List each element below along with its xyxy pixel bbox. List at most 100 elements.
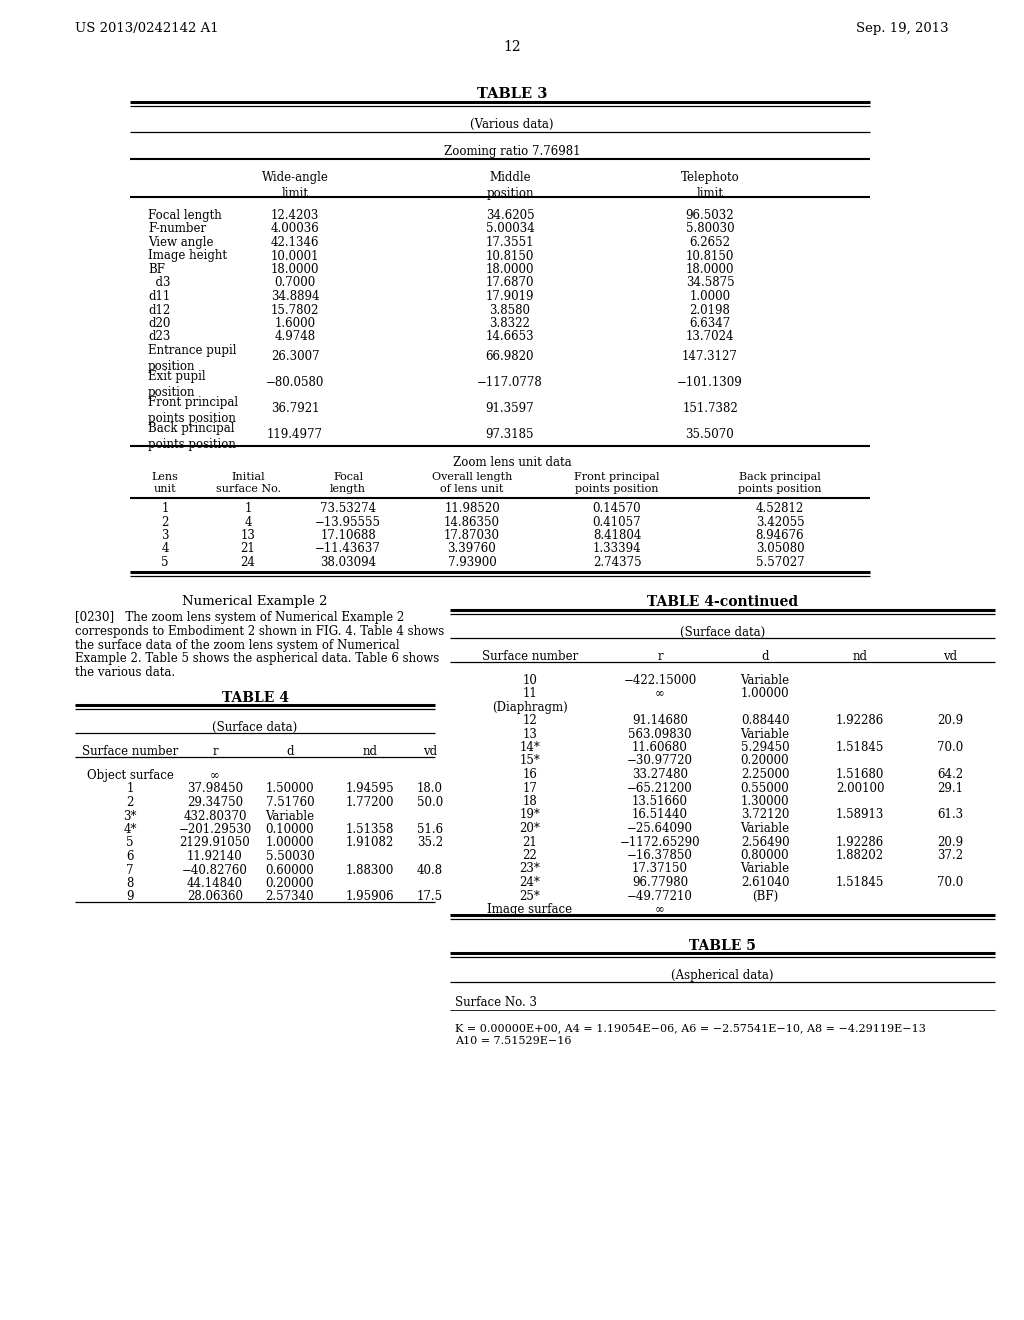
- Text: 2.25000: 2.25000: [740, 768, 790, 781]
- Text: 17.87030: 17.87030: [444, 529, 500, 543]
- Text: the various data.: the various data.: [75, 665, 175, 678]
- Text: 15.7802: 15.7802: [270, 304, 319, 317]
- Text: 3.8322: 3.8322: [489, 317, 530, 330]
- Text: 8.94676: 8.94676: [756, 529, 804, 543]
- Text: Back principal
points position: Back principal points position: [148, 422, 236, 451]
- Text: 21: 21: [241, 543, 255, 556]
- Text: Lens
unit: Lens unit: [152, 473, 178, 495]
- Text: 1.51845: 1.51845: [836, 876, 884, 888]
- Text: TABLE 4: TABLE 4: [221, 690, 289, 705]
- Text: 96.5032: 96.5032: [686, 209, 734, 222]
- Text: 2.74375: 2.74375: [593, 556, 641, 569]
- Text: −49.77210: −49.77210: [627, 890, 693, 903]
- Text: 1: 1: [162, 502, 169, 515]
- Text: 22: 22: [522, 849, 538, 862]
- Text: −16.37850: −16.37850: [627, 849, 693, 862]
- Text: 3*: 3*: [123, 809, 137, 822]
- Text: vd: vd: [423, 744, 437, 758]
- Text: −422.15000: −422.15000: [624, 673, 696, 686]
- Text: 24: 24: [241, 556, 255, 569]
- Text: 0.10000: 0.10000: [265, 822, 314, 836]
- Text: Surface No. 3: Surface No. 3: [455, 995, 537, 1008]
- Text: 42.1346: 42.1346: [270, 236, 319, 249]
- Text: 35.2: 35.2: [417, 837, 443, 850]
- Text: nd: nd: [853, 649, 867, 663]
- Text: 26.3007: 26.3007: [270, 350, 319, 363]
- Text: 1.92286: 1.92286: [836, 714, 884, 727]
- Text: 0.20000: 0.20000: [265, 876, 314, 890]
- Text: 2: 2: [162, 516, 169, 528]
- Text: 0.60000: 0.60000: [265, 863, 314, 876]
- Text: Surface number: Surface number: [482, 649, 579, 663]
- Text: Wide-angle
limit: Wide-angle limit: [261, 172, 329, 201]
- Text: 28.06360: 28.06360: [187, 891, 243, 903]
- Text: 34.8894: 34.8894: [270, 290, 319, 304]
- Text: Zoom lens unit data: Zoom lens unit data: [453, 455, 571, 469]
- Text: 1.6000: 1.6000: [274, 317, 315, 330]
- Text: 147.3127: 147.3127: [682, 350, 738, 363]
- Text: 16.51440: 16.51440: [632, 808, 688, 821]
- Text: corresponds to Embodiment 2 shown in FIG. 4. Table 4 shows: corresponds to Embodiment 2 shown in FIG…: [75, 624, 444, 638]
- Text: 38.03094: 38.03094: [319, 556, 376, 569]
- Text: TABLE 3: TABLE 3: [477, 87, 547, 102]
- Text: −11.43637: −11.43637: [315, 543, 381, 556]
- Text: Entrance pupil
position: Entrance pupil position: [148, 345, 237, 374]
- Text: 66.9820: 66.9820: [485, 350, 535, 363]
- Text: ∞: ∞: [210, 770, 220, 781]
- Text: 51.6: 51.6: [417, 822, 443, 836]
- Text: 7: 7: [126, 863, 134, 876]
- Text: 13.7024: 13.7024: [686, 330, 734, 343]
- Text: 12: 12: [503, 40, 521, 54]
- Text: 17.3551: 17.3551: [485, 236, 535, 249]
- Text: r: r: [657, 649, 663, 663]
- Text: nd: nd: [362, 744, 378, 758]
- Text: 13: 13: [522, 727, 538, 741]
- Text: 36.7921: 36.7921: [270, 403, 319, 414]
- Text: Variable: Variable: [740, 822, 790, 836]
- Text: Image height: Image height: [148, 249, 227, 263]
- Text: 29.1: 29.1: [937, 781, 963, 795]
- Text: 11.60680: 11.60680: [632, 741, 688, 754]
- Text: 1.51845: 1.51845: [836, 741, 884, 754]
- Text: 20*: 20*: [519, 822, 541, 836]
- Text: 73.53274: 73.53274: [319, 502, 376, 515]
- Text: 20.9: 20.9: [937, 836, 963, 849]
- Text: (Surface data): (Surface data): [212, 721, 298, 734]
- Text: 151.7382: 151.7382: [682, 403, 738, 414]
- Text: 35.5070: 35.5070: [686, 428, 734, 441]
- Text: 18.0000: 18.0000: [686, 263, 734, 276]
- Text: 40.8: 40.8: [417, 863, 443, 876]
- Text: Sep. 19, 2013: Sep. 19, 2013: [856, 22, 949, 36]
- Text: Exit pupil
position: Exit pupil position: [148, 370, 206, 399]
- Text: 1.00000: 1.00000: [740, 686, 790, 700]
- Text: 1.00000: 1.00000: [265, 837, 314, 850]
- Text: 14.86350: 14.86350: [444, 516, 500, 528]
- Text: 4.52812: 4.52812: [756, 502, 804, 515]
- Text: (BF): (BF): [752, 890, 778, 903]
- Text: 61.3: 61.3: [937, 808, 963, 821]
- Text: 3.05080: 3.05080: [756, 543, 804, 556]
- Text: 3.72120: 3.72120: [740, 808, 790, 821]
- Text: 1.51358: 1.51358: [346, 822, 394, 836]
- Text: 3: 3: [161, 529, 169, 543]
- Text: 5.29450: 5.29450: [740, 741, 790, 754]
- Text: 0.7000: 0.7000: [274, 276, 315, 289]
- Text: 11: 11: [522, 686, 538, 700]
- Text: r: r: [212, 744, 218, 758]
- Text: 14.6653: 14.6653: [485, 330, 535, 343]
- Text: 17.9019: 17.9019: [485, 290, 535, 304]
- Text: 10.8150: 10.8150: [485, 249, 535, 263]
- Text: View angle: View angle: [148, 236, 213, 249]
- Text: 96.77980: 96.77980: [632, 876, 688, 888]
- Text: 1.50000: 1.50000: [265, 783, 314, 796]
- Text: −80.0580: −80.0580: [266, 376, 325, 389]
- Text: Focal
length: Focal length: [330, 473, 366, 495]
- Text: 8.41804: 8.41804: [593, 529, 641, 543]
- Text: Back principal
points position: Back principal points position: [738, 473, 821, 495]
- Text: 7.93900: 7.93900: [447, 556, 497, 569]
- Text: 91.3597: 91.3597: [485, 403, 535, 414]
- Text: 11.92140: 11.92140: [187, 850, 243, 863]
- Text: 6: 6: [126, 850, 134, 863]
- Text: 0.80000: 0.80000: [740, 849, 790, 862]
- Text: 5.50030: 5.50030: [265, 850, 314, 863]
